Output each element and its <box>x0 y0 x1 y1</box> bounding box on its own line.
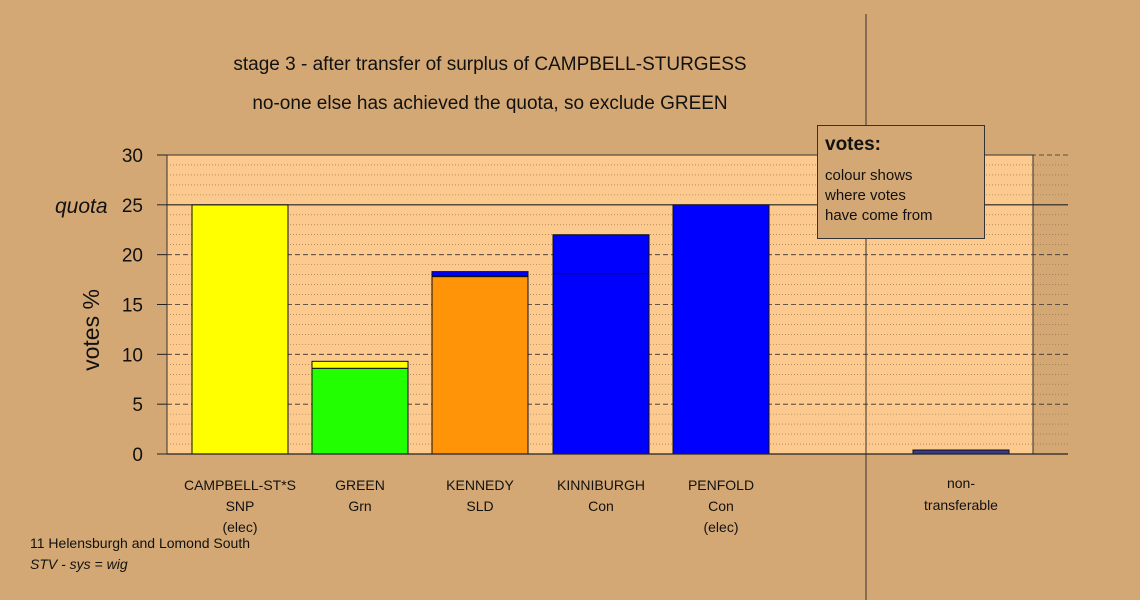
quota-label: quota <box>55 195 108 218</box>
nontransferable-label: transferable <box>924 497 998 513</box>
candidate-label: CAMPBELL-ST*S <box>184 477 296 493</box>
chart-title-line-1: stage 3 - after transfer of surplus of C… <box>233 54 747 75</box>
bar-segment <box>552 234 650 275</box>
y-tick-label: 15 <box>122 296 143 317</box>
candidate-label: SNP <box>226 498 255 514</box>
legend-line: colour shows <box>825 167 913 184</box>
y-tick-label: 0 <box>132 445 143 466</box>
ward-name: 11 Helensburgh and Lomond South <box>30 535 251 551</box>
bar-segment <box>431 271 529 277</box>
legend-title: votes: <box>825 134 881 155</box>
candidate-label: Con <box>708 498 734 514</box>
candidate-label: GREEN <box>335 477 385 493</box>
candidate-label: Con <box>588 498 614 514</box>
candidate-label: PENFOLD <box>688 477 754 493</box>
y-tick-label: 30 <box>122 146 143 167</box>
system-label: STV - sys = wig <box>30 556 128 572</box>
y-axis-label: votes % <box>78 289 104 371</box>
legend-line: where votes <box>825 187 906 204</box>
bar-segment <box>311 367 409 455</box>
candidate-label: SLD <box>466 498 493 514</box>
candidate-label: Grn <box>348 498 371 514</box>
y-tick-label: 20 <box>122 246 143 267</box>
bar-segment <box>191 204 289 455</box>
chart-title-line-2: no-one else has achieved the quota, so e… <box>252 93 728 114</box>
y-tick-label: 25 <box>122 196 143 217</box>
bar-segment <box>431 276 529 455</box>
candidate-label: (elec) <box>222 519 257 535</box>
nontransferable-label: non- <box>947 475 975 491</box>
candidate-label: (elec) <box>703 519 738 535</box>
candidate-label: KENNEDY <box>446 477 514 493</box>
legend-box: votes: colour shows where votes have com… <box>817 125 985 239</box>
y-tick-label: 5 <box>132 395 143 416</box>
legend-line: have come from <box>825 207 933 224</box>
y-tick-label: 10 <box>122 345 143 366</box>
bar-segment <box>311 360 409 369</box>
bar-segment <box>672 204 770 455</box>
bar-segment <box>552 273 650 455</box>
candidate-label: KINNIBURGH <box>557 477 645 493</box>
